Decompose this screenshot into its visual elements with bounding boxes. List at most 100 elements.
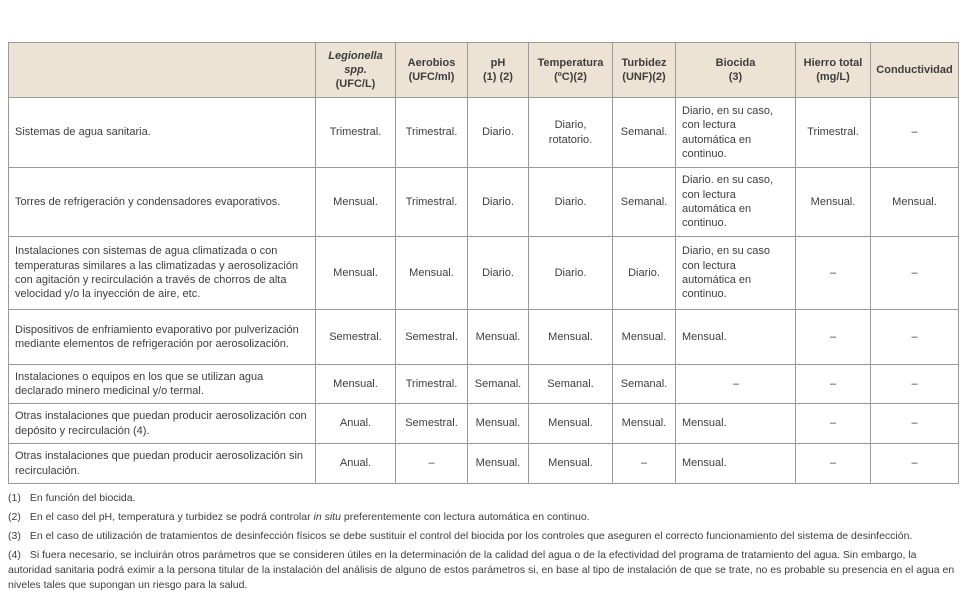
table-row: Sistemas de agua sanitaria. Trimestral. … (8, 97, 959, 168)
cell-hierro: – (795, 364, 871, 404)
footnote-2-italic: in situ (313, 510, 341, 523)
row-label: Otras instalaciones que puedan producir … (8, 403, 316, 444)
cell-temperatura: Mensual. (528, 309, 613, 365)
header-row: Legionella spp. (UFC/L) Aerobios (UFC/ml) … (8, 42, 959, 98)
header-turbidez-name: Turbidez (621, 56, 667, 69)
cell-turbidez: Semanal. (612, 364, 676, 404)
monitoring-frequency-table: Legionella spp. (UFC/L) Aerobios (UFC/ml) … (8, 42, 959, 484)
header-ph: pH (1) (2) (467, 42, 529, 98)
cell-hierro: – (795, 309, 871, 365)
row-label: Dispositivos de enfriamiento evaporativo… (8, 309, 316, 365)
cell-legionella: Anual. (315, 403, 396, 444)
footnote-4: (4) Si fuera necesario, se incluirán otro… (8, 548, 958, 593)
cell-temperatura: Diario. (528, 167, 613, 237)
row-label: Instalaciones con sistemas de agua clima… (8, 236, 316, 310)
header-aerobios-unit: (UFC/ml) (408, 71, 455, 83)
cell-legionella: Trimestral. (315, 97, 396, 168)
header-conductividad-name: Conductividad (876, 63, 953, 76)
footnote-2: (2) En el caso del pH, temperatura y turb… (8, 510, 958, 525)
cell-turbidez: Semanal. (612, 167, 676, 237)
cell-biocida: – (675, 364, 796, 404)
cell-ph: Diario. (467, 97, 529, 168)
header-conductividad: Conductividad (870, 42, 959, 98)
cell-biocida: Mensual. (675, 443, 796, 484)
table-row: Otras instalaciones que puedan producir … (8, 403, 959, 444)
table-row: Instalaciones con sistemas de agua clima… (8, 236, 959, 310)
cell-hierro: Trimestral. (795, 97, 871, 168)
cell-aerobios: Trimestral. (395, 364, 468, 404)
footnote-2-text-cont: preferentemente con lectura automática e… (340, 510, 590, 523)
cell-aerobios: Semestral. (395, 309, 468, 365)
header-aerobios-name: Aerobios (407, 56, 456, 69)
cell-turbidez: – (612, 443, 676, 484)
cell-ph: Mensual. (467, 309, 529, 365)
footnote-3-number: (3) (8, 529, 21, 542)
cell-temperatura: Semanal. (528, 364, 613, 404)
cell-aerobios: Trimestral. (395, 167, 468, 237)
footnote-1-text: En función del biocida. (29, 492, 136, 504)
cell-hierro: Mensual. (795, 167, 871, 237)
footnote-4-number: (4) (8, 548, 21, 561)
row-label: Instalaciones o equipos en los que se ut… (8, 364, 316, 404)
cell-ph: Diario. (467, 236, 529, 310)
document-page: Legionella spp. (UFC/L) Aerobios (UFC/ml) … (8, 42, 959, 591)
cell-turbidez: Mensual. (612, 403, 676, 444)
header-hierro: Hierro total (mg/L) (795, 42, 871, 98)
cell-ph: Mensual. (467, 443, 529, 484)
table-row: Dispositivos de enfriamiento evaporativo… (8, 309, 959, 365)
header-aerobios: Aerobios (UFC/ml) (395, 42, 468, 98)
cell-biocida: Diario, en su caso, con lectura automáti… (675, 97, 796, 168)
footnote-1-number: (1) (8, 492, 21, 504)
cell-biocida: Diario, en su caso con lectura automátic… (675, 236, 796, 310)
cell-turbidez: Diario. (612, 236, 676, 310)
cell-hierro: – (795, 443, 871, 484)
cell-aerobios: Mensual. (395, 236, 468, 310)
header-temperatura-name: Temperatura (537, 56, 604, 69)
footnotes: (1) En función del biocida. (2) En el caso… (8, 491, 958, 596)
table-row: Otras instalaciones que puedan producir … (8, 443, 959, 484)
footnote-1: (1) En función del biocida. (8, 491, 958, 506)
cell-aerobios: – (395, 443, 468, 484)
cell-legionella: Semestral. (315, 309, 396, 365)
cell-legionella: Mensual. (315, 167, 396, 237)
cell-turbidez: Semanal. (612, 97, 676, 168)
table-row: Instalaciones o equipos en los que se ut… (8, 364, 959, 404)
cell-legionella: Mensual. (315, 364, 396, 404)
cell-conductividad: – (870, 309, 959, 365)
cell-turbidez: Mensual. (612, 309, 676, 365)
cell-conductividad: Mensual. (870, 167, 959, 237)
cell-temperatura: Mensual. (528, 443, 613, 484)
header-rowlabel (8, 42, 316, 98)
header-turbidez: Turbidez (UNF)(2) (612, 42, 676, 98)
row-label: Torres de refrigeración y condensadores … (8, 167, 316, 237)
cell-hierro: – (795, 236, 871, 310)
header-biocida-name: Biocida (715, 56, 756, 69)
cell-legionella: Mensual. (315, 236, 396, 310)
footnote-2-text: En el caso del pH, temperatura y turbide… (29, 510, 314, 523)
footnote-2-number: (2) (8, 510, 21, 523)
cell-biocida: Mensual. (675, 403, 796, 444)
header-temperatura-unit: (ºC)(2) (554, 71, 587, 83)
cell-temperatura: Mensual. (528, 403, 613, 444)
cell-hierro: – (795, 403, 871, 444)
cell-ph: Diario. (467, 167, 529, 237)
header-biocida-unit: (3) (728, 71, 743, 83)
row-label: Otras instalaciones que puedan producir … (8, 443, 316, 484)
header-ph-name: pH (490, 56, 506, 69)
cell-aerobios: Trimestral. (395, 97, 468, 168)
header-ph-unit: (1) (2) (483, 71, 513, 83)
cell-temperatura: Diario, rotatorio. (528, 97, 613, 168)
header-temperatura: Temperatura (ºC)(2) (528, 42, 613, 98)
cell-temperatura: Diario. (528, 236, 613, 310)
cell-conductividad: – (870, 236, 959, 310)
cell-biocida: Diario. en su caso, con lectura automáti… (675, 167, 796, 237)
cell-ph: Mensual. (467, 403, 529, 444)
header-hierro-name: Hierro total (803, 56, 863, 69)
row-label: Sistemas de agua sanitaria. (8, 97, 316, 168)
cell-aerobios: Semestral. (395, 403, 468, 444)
table-row: Torres de refrigeración y condensadores … (8, 167, 959, 237)
header-biocida: Biocida (3) (675, 42, 796, 98)
header-legionella: Legionella spp. (UFC/L) (315, 42, 396, 98)
footnote-4-text: Si fuera necesario, se incluirán otros p… (8, 548, 955, 591)
cell-ph: Semanal. (467, 364, 529, 404)
